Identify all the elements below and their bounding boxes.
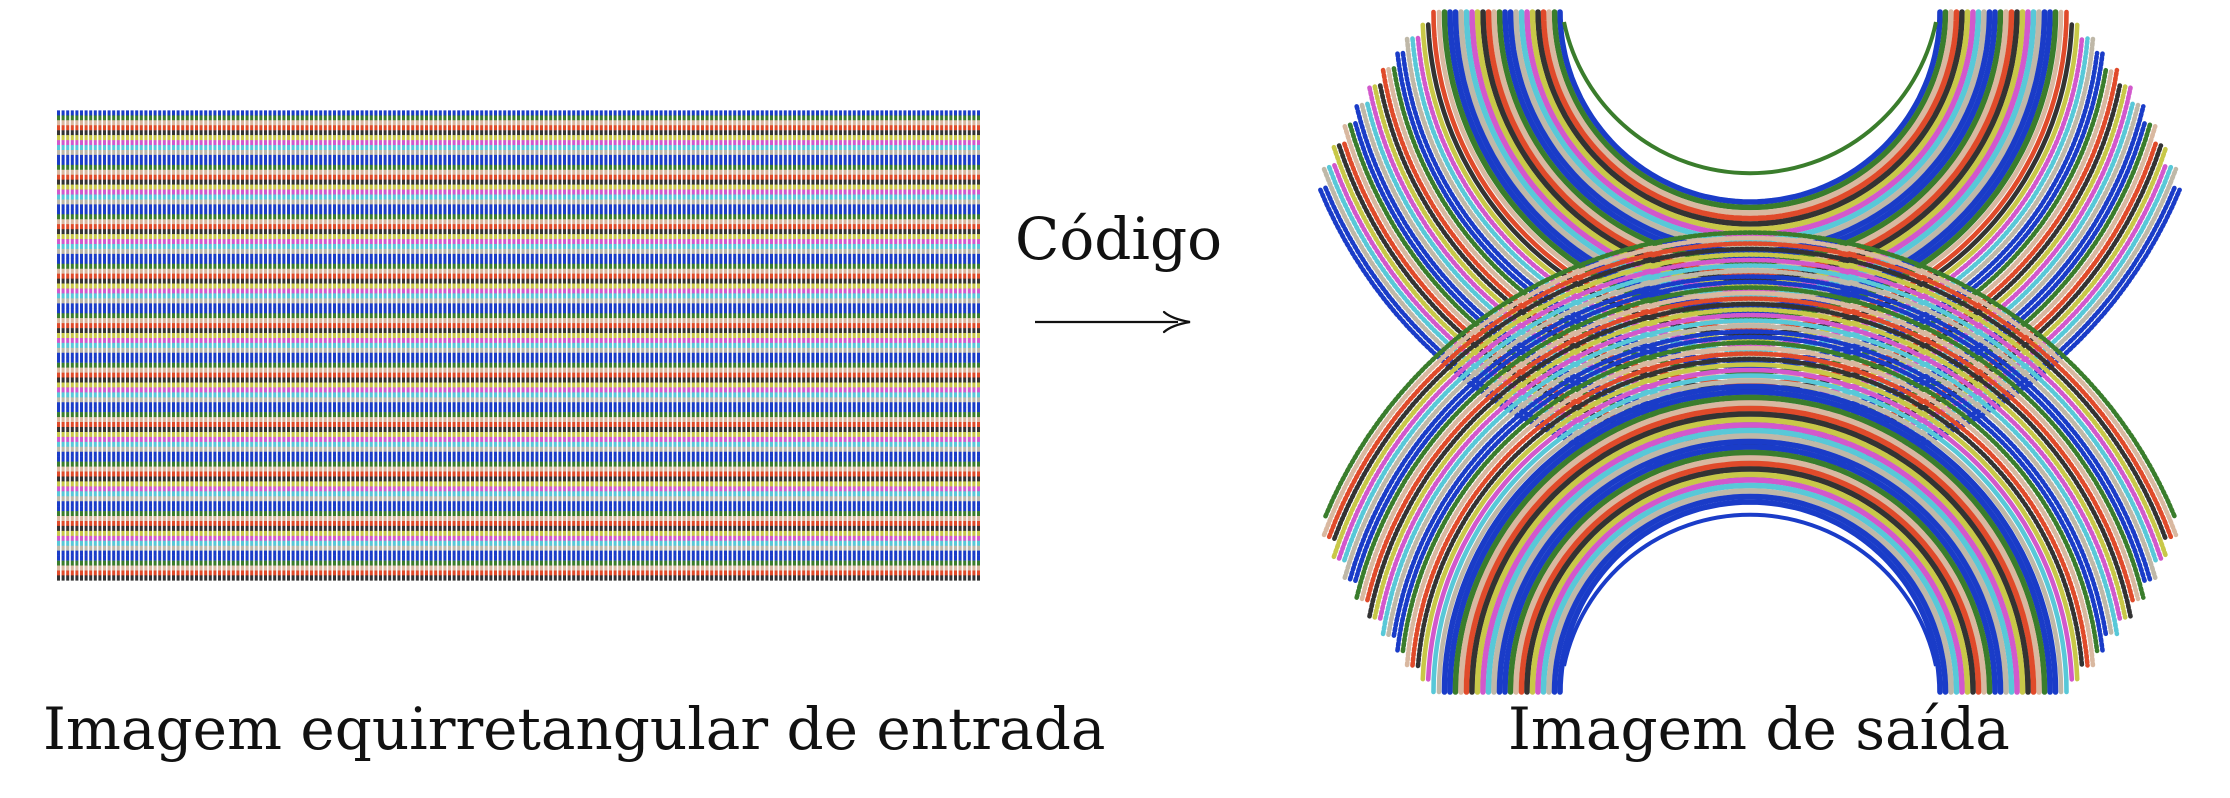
output-stripe-arc	[1524, 466, 1976, 695]
output-stripe-arc	[1380, 318, 2120, 637]
output-stripe-arc	[1386, 323, 2114, 638]
output-stripe-arc	[1535, 477, 1965, 695]
output-stripe-arc	[1518, 460, 1982, 695]
output-stripe-arc	[1425, 367, 2075, 682]
output-stripe-arc	[1485, 9, 2015, 277]
output-stripe-arc	[1431, 373, 2069, 695]
output-stripe-arc	[1458, 9, 2042, 304]
output-stripe-arc	[1410, 351, 2090, 668]
output-stripe-arc	[1395, 51, 2105, 370]
output-stripe-arc	[1410, 36, 2090, 353]
output-stripe-arc	[1447, 9, 2053, 315]
output-stripe-arc	[1502, 9, 1998, 260]
output-stripe-arc	[1321, 235, 2179, 538]
output-stripe-arc	[1480, 9, 2020, 282]
output-stripe-arc	[1452, 394, 2048, 695]
output-stripe-arc	[1400, 340, 2100, 654]
output-bottom-bite-edge	[1562, 512, 1938, 667]
output-stripe-arc	[1463, 405, 2037, 695]
output-stripe-arc	[1342, 263, 2158, 563]
output-stripe-arc	[1557, 499, 1943, 695]
output-stripe-arc	[1380, 67, 2120, 386]
output-stripe-arc	[1415, 35, 2085, 348]
output-stripe-arc	[1551, 493, 1949, 695]
output-stripe-arc	[1529, 471, 1971, 695]
output-stripe-arc	[1540, 482, 1960, 695]
output-stripe-arc	[1469, 9, 2031, 293]
output-stripe-arc	[1485, 427, 2015, 695]
output-stripe-arc	[1496, 438, 2004, 695]
output-stripe-arc	[1336, 257, 2164, 561]
output-stripe-arc	[1347, 274, 2153, 582]
output-stripe-arc	[1420, 22, 2080, 342]
output-stripe-arc	[1529, 9, 1971, 233]
output-stripe-arc	[1404, 345, 2096, 668]
output-stripe-arc	[1502, 444, 1998, 695]
output-stripe-arc	[1365, 296, 2135, 603]
output-top-bite-edge	[1562, 21, 1938, 176]
output-stripe-arc	[1452, 9, 2048, 310]
output-stripe-arc	[1323, 230, 2177, 519]
output-stripe-arc	[1524, 9, 1976, 238]
output-stripe-arc	[1496, 9, 2004, 266]
output-transformed-image	[1318, 9, 2182, 695]
output-stripe-arc	[1404, 36, 2096, 359]
output-stripe-arc	[1395, 334, 2105, 653]
output-stripe-arc	[1447, 389, 2053, 695]
output-stripe-arc	[1367, 301, 2133, 619]
output-stripe-arc	[1441, 383, 2059, 695]
output-stripe-arc	[1540, 9, 1960, 222]
output-stripe-arc	[1491, 433, 2009, 695]
output-stripe-arc	[1386, 67, 2114, 381]
output-stripe-arc	[1480, 422, 2020, 695]
output-stripe-arc	[1507, 9, 1993, 255]
output-stripe-arc	[1326, 241, 2174, 540]
output-stripe-arc	[1441, 9, 2059, 321]
output-stripe-arc	[1474, 9, 2026, 288]
output-stripe-arc	[1342, 268, 2158, 581]
output-stripe-arc	[1491, 9, 2009, 271]
arrow-label: Código	[1015, 205, 1223, 273]
output-stripe-arc	[1436, 378, 2064, 695]
output-stripe-arc	[1359, 290, 2141, 602]
output-stripe-arc	[1377, 312, 2123, 621]
output-stripe-arc	[1332, 246, 2168, 542]
output-stripe-arc	[1513, 9, 1987, 249]
output-stripe-arc	[1535, 9, 1965, 227]
output-stripe-arc	[1463, 9, 2037, 299]
output-stripe-arc	[1551, 9, 1949, 211]
output-stripe-arc	[1518, 9, 1982, 244]
output-stripe-arc	[1458, 400, 2042, 695]
output-stripe-arc	[1391, 66, 2109, 375]
input-equirectangular-image	[57, 110, 980, 581]
output-stripe-arc	[1372, 307, 2128, 620]
output-stripe-arc	[1546, 488, 1954, 695]
output-stripe-arc	[1557, 9, 1943, 205]
output-stripe-arc	[1474, 416, 2026, 695]
output-stripe-arc	[1469, 411, 2031, 695]
output-stripe-arc	[1420, 362, 2080, 682]
right-arrow-icon	[1035, 310, 1191, 334]
output-stripe-arc	[1353, 279, 2147, 584]
output-stripe-arc	[1331, 252, 2169, 560]
output-stripe-arc	[1354, 285, 2146, 600]
output-stripe-arc	[1391, 329, 2109, 638]
output-stripe-arc	[1513, 455, 1987, 695]
output-stripe-arc	[1425, 22, 2075, 337]
output-stripe-arc	[1431, 9, 2069, 331]
input-image-caption: Imagem equirretangular de entrada	[43, 695, 1106, 763]
output-stripe-arc	[1400, 50, 2100, 364]
output-stripe-arc	[1507, 449, 1993, 695]
output-stripe-arc	[1546, 9, 1954, 216]
output-stripe-arc	[1415, 356, 2085, 669]
output-image-caption: Imagem de saída	[1508, 695, 2010, 763]
output-stripe-arc	[1436, 9, 2064, 326]
